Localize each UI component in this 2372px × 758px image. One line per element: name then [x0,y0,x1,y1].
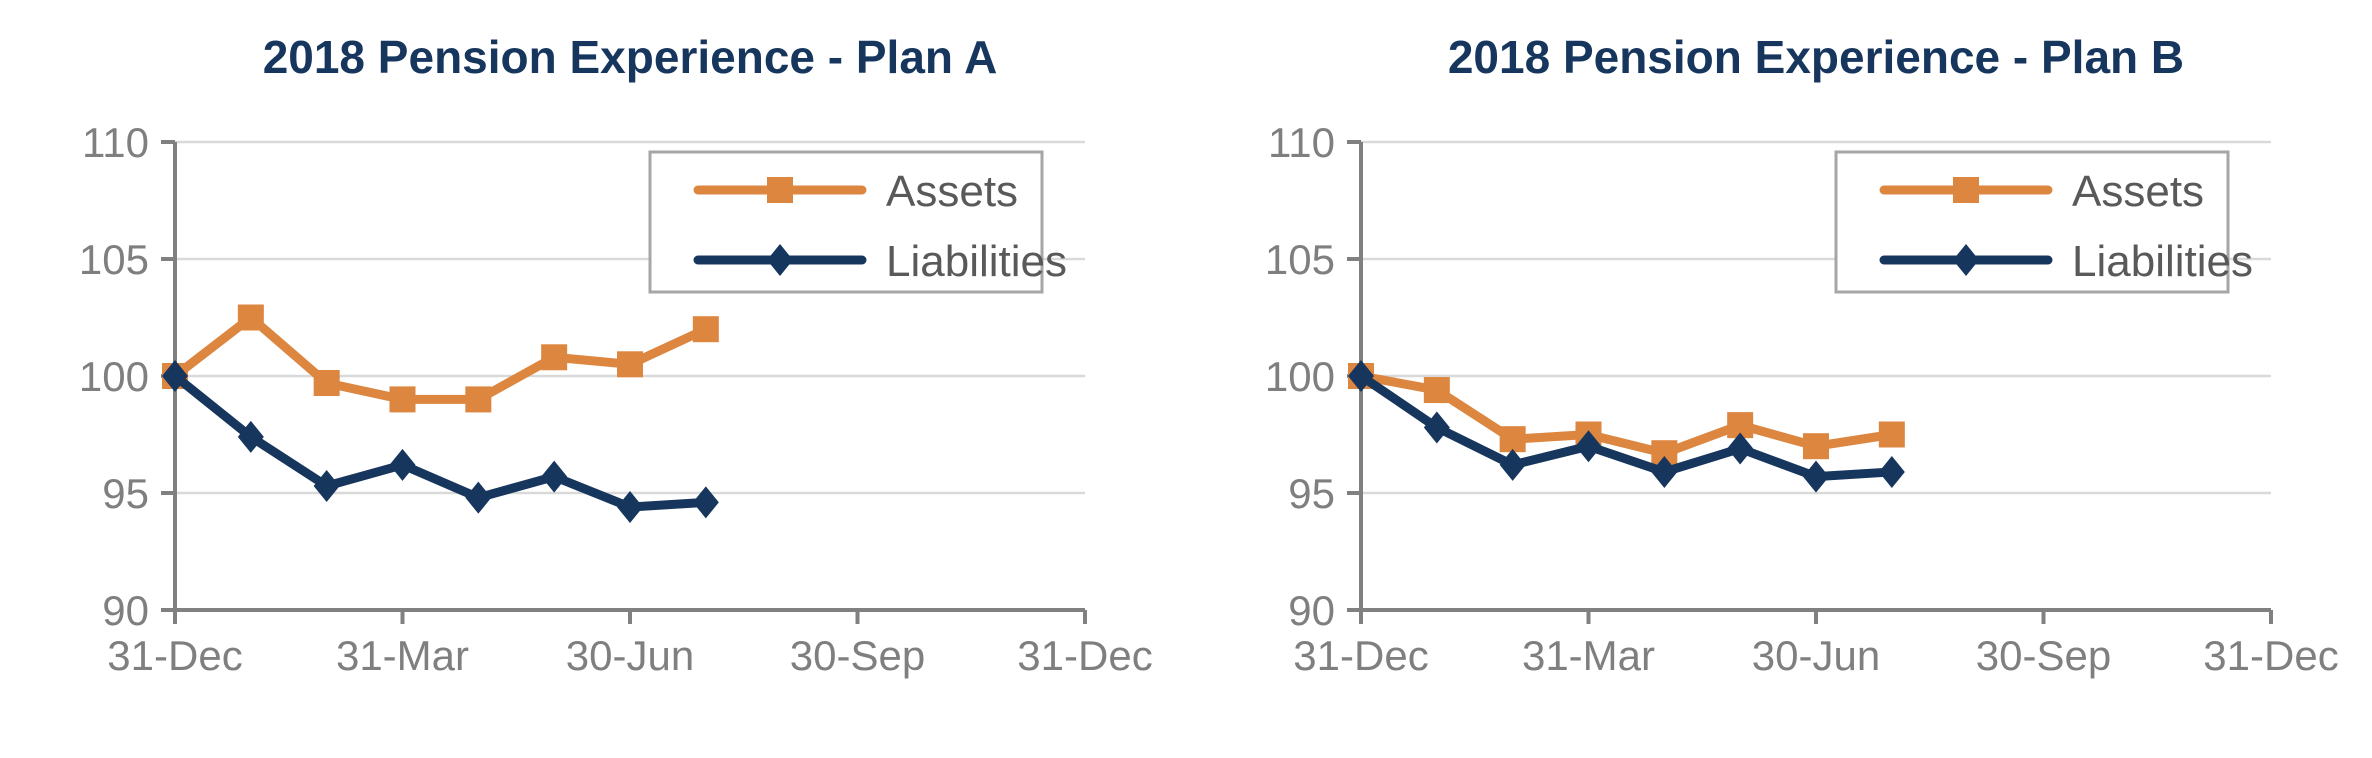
x-axis-label: 31-Mar [1522,632,1655,679]
data-point-assets [541,344,568,371]
data-point-liabilities [1803,460,1829,493]
data-point-assets [313,370,340,397]
y-axis-label: 95 [102,470,149,517]
legend-box [648,150,1044,294]
data-point-liabilities [541,460,568,493]
data-point-liabilities [313,469,340,502]
x-axis-label: 30-Sep [1976,632,2111,679]
data-point-assets [1499,426,1526,453]
data-point-assets [1803,433,1829,460]
chart-title-plan-b: 2018 Pension Experience - Plan B [1447,31,2185,83]
x-axis-label: 31-Dec [2203,632,2338,679]
x-axis-label: 30-Jun [1752,632,1880,679]
data-point-liabilities [692,486,719,519]
data-point-assets [465,386,492,413]
data-point-liabilities [617,491,643,524]
x-axis-label: 31-Dec [1293,632,1428,679]
legend-marker-liabilities [767,244,793,276]
legend-box [1834,150,2230,294]
series-line-liabilities [1356,371,1897,482]
y-axis-label: 105 [79,236,149,283]
y-axis-label: 90 [1288,587,1335,634]
chart-plan-b: 2018 Pension Experience - Plan B 90 95 100… [1186,0,2372,758]
x-axis-label: 30-Sep [790,632,925,679]
data-point-liabilities [162,360,188,392]
x-axis-label: 31-Dec [1017,632,1152,679]
legend: Assets Liabilities [1834,150,2253,294]
data-point-liabilities [1651,455,1678,488]
x-axis-label: 31-Dec [107,632,242,679]
data-point-liabilities [1348,360,1374,392]
y-axis-label: 110 [82,119,149,166]
x-axis-label: 30-Jun [566,632,694,679]
data-point-liabilities [465,481,492,514]
y-axis-label: 105 [1265,236,1335,283]
data-point-liabilities [1575,430,1602,463]
line-chart-plan-a: 90 95 100 105 110 31-Dec 31-Mar 30-Jun 30-Sep 31-… [79,119,1153,679]
data-point-assets [692,316,719,343]
legend-marker-assets [1953,177,1979,203]
y-axis-label: 90 [102,587,149,634]
data-point-liabilities [1727,432,1754,465]
legend-marker-assets [767,177,793,203]
y-axis-label: 95 [1288,470,1335,517]
data-point-liabilities [1423,411,1450,444]
legend-label-liabilities: Liabilities [886,237,1067,286]
data-point-assets [1423,377,1450,404]
line-chart-plan-b: 90 95 100 105 110 31-Dec 31-Mar 30-Jun 30-Sep 31-… [1265,119,2339,679]
data-point-liabilities [1499,448,1526,481]
x-axis-label: 31-Mar [336,632,469,679]
chart-plan-a: 2018 Pension Experience - Plan A 90 95 100… [79,31,1153,679]
data-point-assets [389,386,416,413]
data-point-assets [617,351,643,378]
data-point-liabilities [389,448,416,481]
data-point-liabilities [237,420,264,453]
data-point-assets [1878,421,1905,448]
data-point-liabilities [1878,455,1905,488]
legend-label-liabilities: Liabilities [2072,237,2253,286]
y-axis-label: 100 [79,353,149,400]
chart-title-plan-a: 2018 Pension Experience - Plan A [262,31,998,83]
y-axis-label: 110 [1268,119,1335,166]
legend-label-assets: Assets [2072,167,2204,216]
series-line-liabilities [170,371,711,512]
legend-label-assets: Assets [886,167,1018,216]
legend-marker-liabilities [1953,244,1979,276]
legend: Assets Liabilities [648,150,1067,294]
data-point-assets [237,304,264,331]
y-axis-label: 100 [1265,353,1335,400]
